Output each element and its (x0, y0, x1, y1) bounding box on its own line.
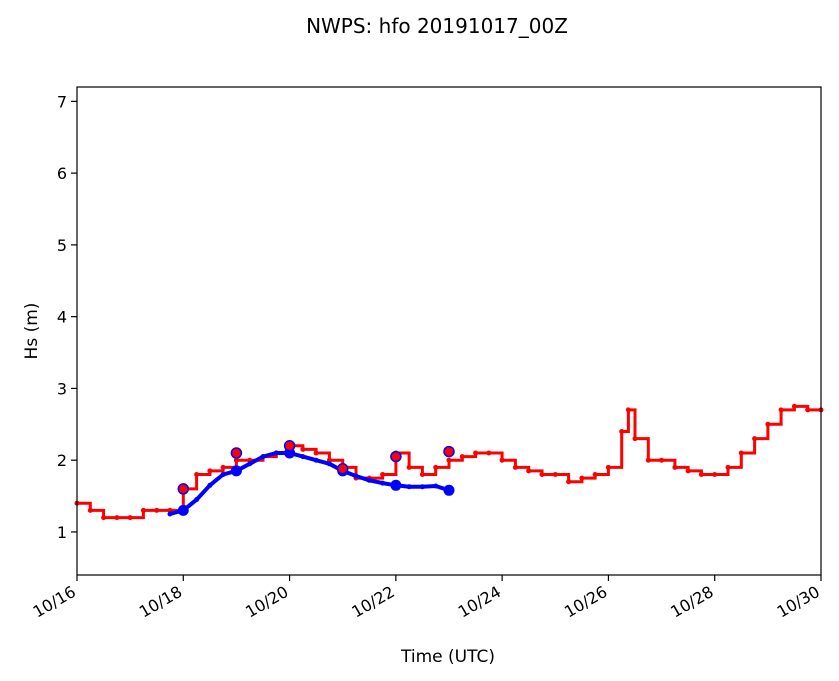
series-hs-blue-point-0 (167, 511, 173, 517)
series-hs-red-point-43 (632, 436, 638, 442)
series-hs-blue-point-4 (220, 472, 226, 477)
series-hs-marker-circle-4 (390, 450, 402, 463)
series-hs-blue-point-17 (390, 479, 402, 491)
series-hs-red-point-27 (433, 464, 439, 470)
chart-title: NWPS: hfo 20191017_00Z (306, 14, 568, 38)
series-hs-red-point-25 (406, 464, 412, 470)
series-hs-marker-circle-0 (177, 483, 190, 495)
series-hs-red-point-37 (566, 479, 572, 485)
series-hs-red-point-6 (154, 507, 160, 513)
series-hs-marker-circle-1 (230, 447, 243, 459)
series-hs-red-point-40 (605, 464, 611, 470)
series-hs-red-point-47 (685, 468, 691, 474)
series-hs-blue-point-1 (177, 504, 189, 516)
series-hs-marker-circle-2 (283, 440, 296, 452)
series-hs-blue-point-19 (419, 484, 425, 490)
y-tick-label-1: 2 (57, 451, 67, 470)
series-hs-red-point-53 (765, 421, 771, 427)
series-hs-red-point-33 (512, 464, 518, 470)
series-hs-red-point-50 (725, 464, 731, 470)
y-tick-label-5: 6 (57, 164, 67, 183)
series-hs-red-point-18 (313, 450, 319, 456)
axes-frame (76, 86, 822, 576)
series-hs-red-point-34 (526, 468, 532, 474)
series-hs-red-point-31 (486, 450, 492, 456)
series-hs-blue-point-7 (260, 454, 266, 460)
series-hs-red-point-10 (207, 468, 213, 474)
series-hs-red-point-56 (805, 407, 811, 413)
series-hs-marker-circle-3 (336, 463, 349, 475)
series-hs-red-point-52 (752, 436, 758, 442)
series-hs-blue-point-12 (326, 461, 332, 467)
series-hs-red-point-29 (459, 454, 465, 460)
series-hs-red-point-30 (473, 450, 479, 456)
series-hs-blue-point-10 (300, 454, 306, 460)
series-hs-red-point-36 (552, 472, 558, 477)
series-hs-red-point-1 (87, 507, 93, 513)
series-hs-blue-point-15 (366, 477, 372, 483)
series-hs-blue-point-16 (380, 480, 386, 486)
series-hs-red-point-42 (625, 407, 631, 413)
y-tick-label-6: 7 (57, 92, 67, 111)
series-hs-blue-point-6 (247, 461, 253, 467)
series-hs-blue-point-21 (443, 484, 455, 496)
series-hs-blue-point-20 (433, 483, 439, 489)
series-hs-red-point-49 (712, 472, 718, 477)
series-hs-red-point-39 (592, 472, 598, 477)
series-hs-red-point-51 (738, 450, 744, 456)
series-hs-red-point-55 (791, 403, 797, 409)
series-hs-blue-point-11 (313, 457, 319, 463)
series-hs-red-point-2 (101, 515, 107, 521)
series-hs-red-point-48 (698, 472, 704, 477)
y-tick-label-3: 4 (57, 308, 67, 327)
y-tick-label-4: 5 (57, 236, 67, 255)
series-hs-red-point-23 (380, 472, 386, 477)
series-hs-red-point-3 (114, 515, 120, 521)
series-hs-red-point-4 (127, 515, 133, 521)
series-hs-red-point-28 (446, 457, 452, 463)
series-hs-blue-point-2 (194, 497, 200, 503)
series-hs-blue-point-18 (406, 484, 412, 490)
series-hs-blue-point-8 (273, 450, 279, 456)
series-hs-red-point-12 (233, 457, 239, 463)
series-hs-red-point-45 (659, 457, 665, 463)
series-hs-red-point-38 (579, 475, 585, 481)
series-hs-blue-line (169, 451, 450, 516)
series-hs-red-point-46 (672, 464, 678, 470)
y-axis-label: Hs (m) (22, 303, 42, 360)
series-hs-red-point-9 (194, 472, 200, 477)
series-hs-blue-point-14 (353, 473, 359, 479)
series-hs-red-point-17 (300, 446, 306, 452)
series-hs-marker-circle-5 (443, 445, 455, 458)
series-hs-blue-point-5 (230, 465, 242, 477)
series-hs-red-point-35 (539, 472, 545, 477)
series-hs-red-point-44 (645, 457, 651, 463)
series-hs-red-point-5 (140, 507, 146, 513)
series-hs-red-point-41 (619, 429, 625, 434)
x-axis-label: Time (UTC) (400, 647, 495, 667)
y-tick-label-2: 3 (57, 379, 67, 398)
series-hs-red-point-54 (778, 407, 784, 413)
y-tick-label-0: 1 (57, 523, 67, 542)
series-hs-red-point-11 (220, 464, 226, 470)
series-hs-blue-point-3 (207, 482, 213, 488)
series-hs-red-point-26 (419, 472, 425, 477)
series-hs-red-point-32 (499, 457, 505, 463)
